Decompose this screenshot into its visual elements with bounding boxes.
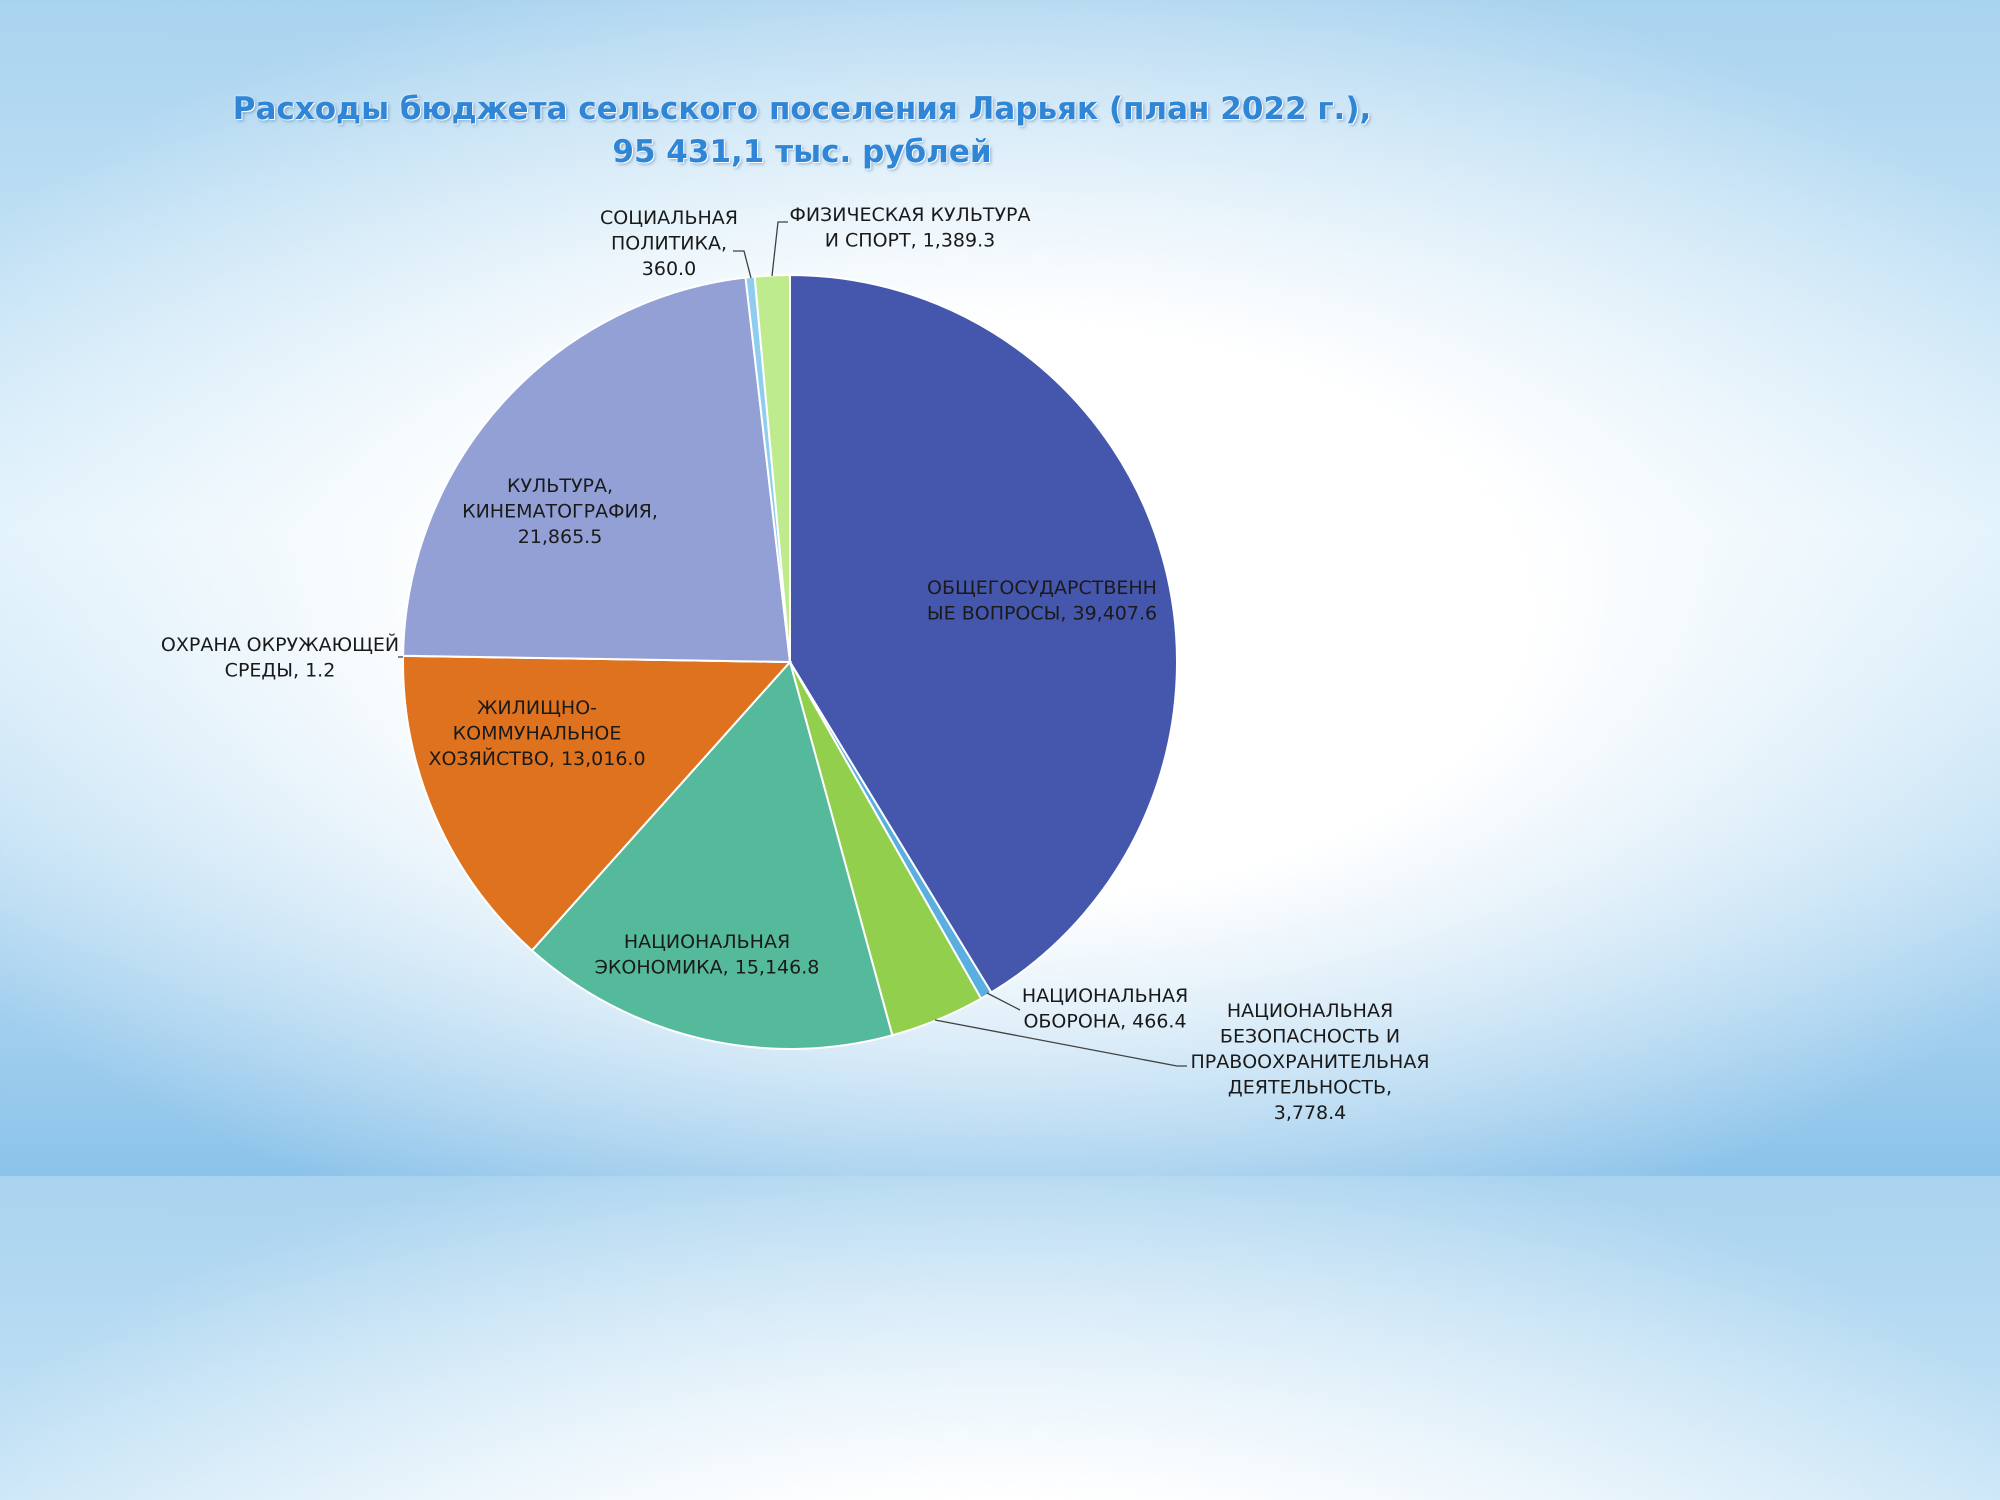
data-label-social: СОЦИАЛЬНАЯ ПОЛИТИКА, 360.0	[600, 207, 738, 280]
data-label-line: ДЕЯТЕЛЬНОСТЬ,	[1228, 1077, 1392, 1099]
leader-line-sport	[771, 221, 788, 277]
data-label-culture: КУЛЬТУРА, КИНЕМАТОГРАФИЯ, 21,865.5	[462, 475, 658, 548]
data-label-line: КИНЕМАТОГРАФИЯ,	[462, 501, 658, 523]
data-label-line: СРЕДЫ, 1.2	[225, 660, 336, 682]
data-label-line: КУЛЬТУРА,	[507, 475, 613, 497]
data-label-line: ЫЕ ВОПРОСЫ, 39,407.6	[927, 603, 1157, 625]
data-label-line: ХОЗЯЙСТВО, 13,016.0	[428, 747, 645, 770]
data-label-line: ОБЩЕГОСУДАРСТВЕНН	[927, 577, 1157, 599]
data-label-line: ФИЗИЧЕСКАЯ КУЛЬТУРА	[789, 204, 1030, 226]
pie-slice-culture	[402, 276, 792, 664]
data-label-line: КОММУНАЛЬНОЕ	[453, 723, 622, 745]
data-label-line: 360.0	[642, 258, 696, 280]
data-labels: ОБЩЕГОСУДАРСТВЕНН ЫЕ ВОПРОСЫ, 39,407.6 НАЦ…	[161, 204, 1430, 1124]
data-label-line: НАЦИОНАЛЬНАЯ	[1227, 1000, 1393, 1022]
leader-line-defense	[986, 992, 1021, 1011]
data-label-line: НАЦИОНАЛЬНАЯ	[624, 931, 790, 953]
data-label-line: ОБОРОНА, 466.4	[1023, 1011, 1186, 1033]
chart-title: Расходы бюджета сельского поселения Ларь…	[0, 88, 1604, 174]
data-label-environment: ОХРАНА ОКРУЖАЮЩЕЙ СРЕДЫ, 1.2	[161, 633, 399, 682]
data-label-line: И СПОРТ, 1,389.3	[825, 230, 995, 252]
data-label-general: ОБЩЕГОСУДАРСТВЕНН ЫЕ ВОПРОСЫ, 39,407.6	[927, 577, 1157, 625]
leader-line-security	[934, 1019, 1187, 1067]
data-label-housing: ЖИЛИЩНО- КОММУНАЛЬНОЕ ХОЗЯЙСТВО, 13,016.0	[428, 697, 645, 770]
data-label-line: ПОЛИТИКА,	[611, 233, 727, 255]
data-label-economy: НАЦИОНАЛЬНАЯ ЭКОНОМИКА, 15,146.8	[595, 931, 820, 979]
data-label-line: ОХРАНА ОКРУЖАЮЩЕЙ	[161, 633, 399, 656]
leader-line-social	[733, 250, 752, 279]
pie-slice-economy	[530, 659, 894, 1050]
pie-slice-general	[789, 273, 1178, 994]
data-label-line: ЭКОНОМИКА, 15,146.8	[595, 957, 820, 979]
chart-title-line-2: 95 431,1 тыс. рублей	[612, 134, 992, 170]
leader-lines	[398, 221, 1187, 1067]
data-label-security: НАЦИОНАЛЬНАЯ БЕЗОПАСНОСТЬ И ПРАВООХРАНИТЕЛ…	[1190, 1000, 1429, 1124]
data-label-line: 21,865.5	[518, 526, 603, 548]
data-label-line: ЖИЛИЩНО-	[477, 697, 597, 719]
pie-slice-housing	[402, 654, 793, 952]
data-label-line: 3,778.4	[1274, 1102, 1347, 1124]
data-label-defense: НАЦИОНАЛЬНАЯ ОБОРОНА, 466.4	[1022, 985, 1188, 1033]
data-label-line: БЕЗОПАСНОСТЬ И	[1220, 1026, 1400, 1048]
data-label-line: НАЦИОНАЛЬНАЯ	[1022, 985, 1188, 1007]
chart-title-line-1: Расходы бюджета сельского поселения Ларь…	[232, 91, 1372, 127]
data-label-line: СОЦИАЛЬНАЯ	[600, 207, 738, 229]
data-label-sport: ФИЗИЧЕСКАЯ КУЛЬТУРА И СПОРТ, 1,389.3	[789, 204, 1030, 252]
pie-chart: ОБЩЕГОСУДАРСТВЕНН ЫЕ ВОПРОСЫ, 39,407.6 НАЦ…	[161, 204, 1430, 1124]
data-label-line: ПРАВООХРАНИТЕЛЬНАЯ	[1190, 1051, 1429, 1073]
